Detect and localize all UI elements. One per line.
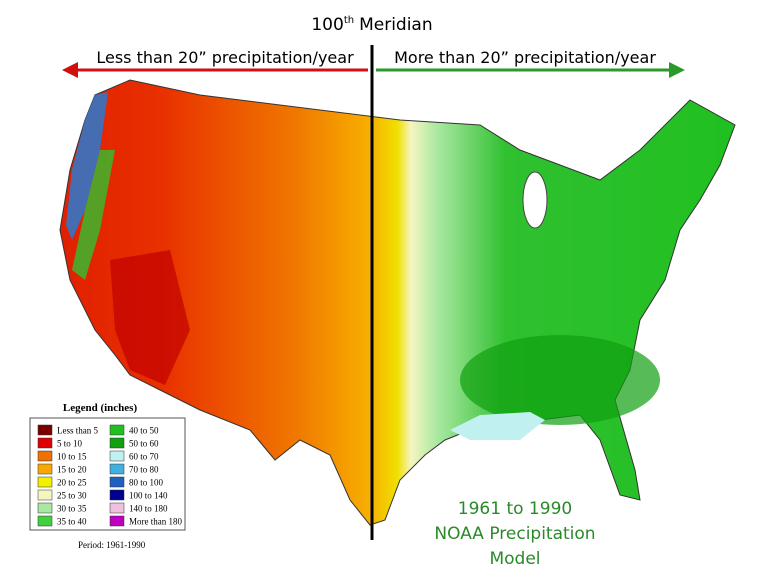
legend-label: 100 to 140 bbox=[129, 491, 168, 501]
legend-label: 50 to 60 bbox=[129, 439, 159, 449]
map bbox=[59, 79, 736, 526]
legend-swatch bbox=[37, 489, 53, 501]
title-superscript: th bbox=[344, 15, 354, 26]
legend-label: 30 to 35 bbox=[57, 504, 87, 514]
legend-swatch bbox=[109, 424, 125, 436]
legend-label: 10 to 15 bbox=[57, 452, 87, 462]
caption-line: 1961 to 1990 bbox=[458, 499, 572, 519]
great-lakes bbox=[522, 171, 548, 229]
legend-title: Legend (inches) bbox=[63, 402, 138, 414]
legend-label: Less than 5 bbox=[57, 426, 98, 436]
legend-label: 40 to 50 bbox=[129, 426, 159, 436]
caption: 1961 to 1990 NOAA Precipitation Model bbox=[434, 499, 595, 569]
legend-label: 35 to 40 bbox=[57, 517, 87, 527]
legend-period: Period: 1961-1990 bbox=[78, 540, 146, 550]
legend-label: 5 to 10 bbox=[57, 439, 83, 449]
legend-label: 20 to 25 bbox=[57, 478, 87, 488]
legend-label: 15 to 20 bbox=[57, 465, 87, 475]
legend-label: More than 180 bbox=[129, 517, 182, 527]
legend-swatch bbox=[109, 476, 125, 488]
legend-swatch bbox=[37, 437, 53, 449]
legend-label: 60 to 70 bbox=[129, 452, 159, 462]
legend-label: 70 to 80 bbox=[129, 465, 159, 475]
legend-swatch bbox=[109, 463, 125, 475]
legend-swatch bbox=[37, 450, 53, 462]
left-label: Less than 20” precipitation/year bbox=[96, 48, 354, 67]
coast-wet-zone bbox=[66, 92, 108, 240]
legend-swatch bbox=[37, 502, 53, 514]
legend-swatch bbox=[109, 450, 125, 462]
southwest-dry bbox=[110, 250, 190, 385]
legend: Legend (inches) Period: 1961-1990 Less t… bbox=[29, 402, 186, 550]
legend-swatch bbox=[37, 424, 53, 436]
right-arrow bbox=[376, 62, 685, 78]
legend-swatch bbox=[37, 515, 53, 527]
legend-swatch bbox=[109, 502, 125, 514]
legend-box bbox=[29, 417, 186, 531]
legend-label: 25 to 30 bbox=[57, 491, 87, 501]
coast-green-zone bbox=[72, 150, 115, 280]
legend-swatch bbox=[109, 489, 125, 501]
arrow-head bbox=[669, 62, 685, 78]
caption-line: NOAA Precipitation bbox=[434, 524, 595, 544]
title-number: 100 bbox=[311, 15, 343, 35]
gulf-wet-zone bbox=[450, 412, 545, 440]
legend-swatch bbox=[37, 463, 53, 475]
right-label: More than 20” precipitation/year bbox=[394, 48, 656, 67]
title: 100th Meridian bbox=[311, 15, 432, 35]
title-text: Meridian bbox=[359, 15, 433, 35]
legend-label: 140 to 180 bbox=[129, 504, 168, 514]
left-arrow bbox=[62, 62, 368, 78]
arrow-head bbox=[62, 62, 78, 78]
legend-label: 80 to 100 bbox=[129, 478, 164, 488]
legend-swatch bbox=[109, 515, 125, 527]
caption-line: Model bbox=[489, 549, 540, 569]
legend-swatch bbox=[109, 437, 125, 449]
southeast-wet bbox=[460, 335, 660, 425]
legend-swatch bbox=[37, 476, 53, 488]
